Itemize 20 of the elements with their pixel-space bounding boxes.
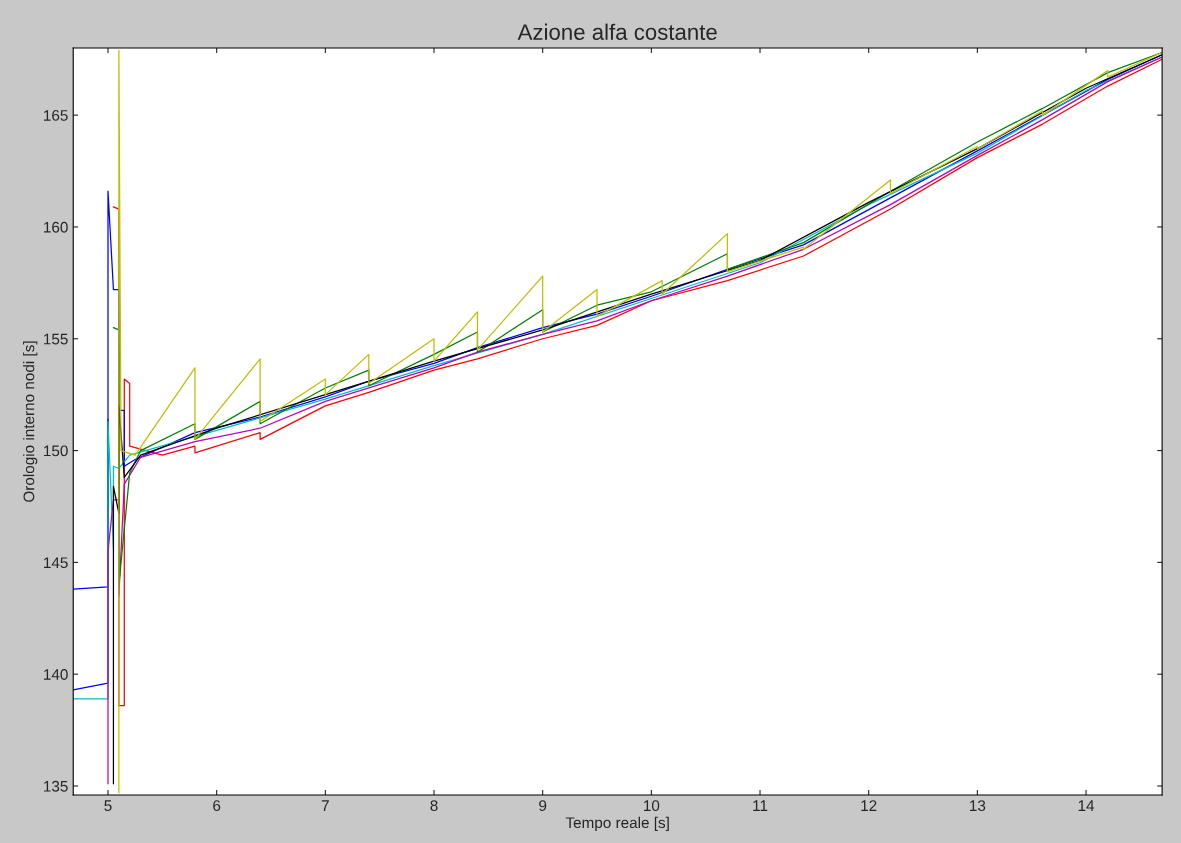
y-tick-label: 135	[44, 780, 68, 792]
x-tick-label: 8	[430, 800, 438, 812]
x-tick-label: 6	[213, 800, 221, 812]
x-tick-label: 9	[539, 800, 547, 812]
y-tick-label: 140	[44, 669, 68, 680]
x-tick-label: 11	[753, 800, 768, 811]
y-tick-label: 160	[44, 221, 68, 233]
y-tick-label: 145	[44, 557, 68, 569]
x-tick-label: 14	[1078, 800, 1095, 811]
x-tick-label: 13	[970, 800, 986, 812]
x-tick-label: 10	[644, 800, 660, 812]
x-axis-title: Tempo reale [s]	[565, 816, 669, 832]
y-axis-title: Orologio interno nodi [s]	[23, 341, 38, 502]
chart-title: Azione alfa costante	[517, 23, 717, 40]
x-tick-label: 5	[104, 800, 112, 812]
x-tick-label: 7	[321, 800, 329, 811]
x-tick-label: 12	[861, 800, 877, 811]
y-tick-label: 165	[44, 110, 68, 121]
y-tick-label: 155	[44, 333, 68, 345]
y-tick-label: 150	[44, 445, 68, 457]
